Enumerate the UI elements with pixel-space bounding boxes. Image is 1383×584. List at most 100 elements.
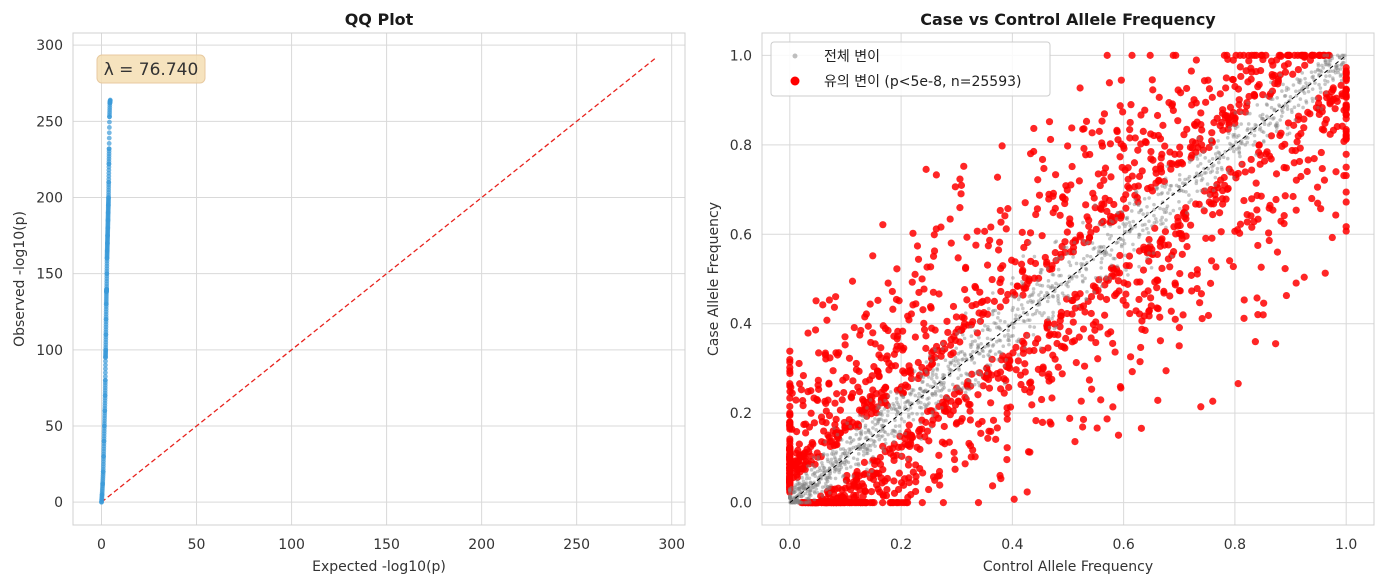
af-all-point bbox=[1099, 244, 1103, 249]
af-all-point bbox=[1070, 276, 1074, 281]
af-all-point bbox=[827, 466, 832, 471]
qq-x-tick-labels: 0 50 100 150 200 250 300 bbox=[97, 537, 685, 553]
af-all-point bbox=[910, 387, 914, 392]
af-all-point bbox=[1137, 264, 1141, 269]
af-all-point bbox=[797, 500, 802, 505]
af-all-point bbox=[933, 348, 938, 353]
af-all-point bbox=[794, 489, 798, 493]
af-significant-point bbox=[1188, 287, 1196, 295]
af-significant-point bbox=[929, 288, 937, 296]
af-all-point bbox=[1053, 286, 1057, 291]
af-all-point bbox=[1163, 185, 1167, 189]
af-all-point bbox=[1269, 97, 1273, 101]
af-significant-point bbox=[1262, 150, 1270, 158]
af-significant-point bbox=[1096, 181, 1104, 190]
af-all-point bbox=[873, 444, 877, 448]
af-significant-point bbox=[1182, 204, 1190, 212]
af-all-point bbox=[804, 500, 808, 505]
af-all-point bbox=[1187, 193, 1191, 197]
af-all-point bbox=[1187, 160, 1192, 164]
af-all-point bbox=[921, 390, 926, 394]
af-significant-point bbox=[809, 440, 817, 448]
af-all-point bbox=[926, 375, 931, 379]
af-all-point bbox=[936, 399, 941, 404]
af-all-point bbox=[822, 470, 827, 474]
af-all-point bbox=[1001, 344, 1006, 348]
af-significant-point bbox=[1256, 151, 1265, 159]
af-all-point bbox=[826, 484, 830, 489]
af-significant-point bbox=[977, 429, 985, 437]
af-significant-point bbox=[1243, 98, 1251, 107]
af-significant-point bbox=[972, 241, 980, 249]
af-significant-point bbox=[1338, 122, 1346, 130]
af-all-point bbox=[925, 383, 930, 387]
af-all-point bbox=[996, 357, 1000, 362]
af-all-point bbox=[1010, 308, 1015, 312]
af-all-point bbox=[1216, 160, 1221, 165]
af-all-point bbox=[1042, 311, 1046, 315]
af-all-point bbox=[873, 439, 877, 444]
af-all-point bbox=[1285, 104, 1290, 108]
af-significant-point bbox=[1009, 288, 1017, 296]
qq-point bbox=[106, 195, 111, 200]
af-all-point bbox=[1054, 325, 1059, 330]
af-significant-point bbox=[859, 395, 867, 404]
af-all-point bbox=[1074, 261, 1079, 266]
af-all-point bbox=[1045, 299, 1050, 304]
af-significant-point bbox=[855, 387, 864, 396]
qq-point bbox=[106, 135, 112, 141]
af-significant-point bbox=[1075, 333, 1083, 341]
qq-point bbox=[104, 248, 110, 254]
af-all-point bbox=[832, 469, 837, 474]
af-all-point bbox=[930, 413, 935, 418]
af-all-point bbox=[854, 445, 858, 449]
af-significant-point bbox=[1342, 188, 1350, 196]
af-all-point bbox=[935, 366, 939, 371]
af-significant-point bbox=[997, 287, 1005, 296]
af-all-point bbox=[1011, 276, 1015, 280]
af-significant-point bbox=[856, 331, 864, 339]
af-all-point bbox=[847, 450, 852, 454]
af-significant-point bbox=[1082, 117, 1091, 125]
af-all-point bbox=[920, 380, 925, 385]
af-significant-point bbox=[1155, 177, 1163, 185]
af-all-point bbox=[825, 478, 829, 482]
af-significant-point bbox=[1282, 164, 1290, 172]
af-significant-point bbox=[1119, 108, 1127, 116]
af-all-point bbox=[881, 419, 886, 423]
af-all-point bbox=[988, 363, 993, 367]
af-significant-point bbox=[1013, 282, 1021, 290]
af-significant-point bbox=[929, 347, 938, 355]
af-all-point bbox=[879, 423, 884, 428]
af-all-point bbox=[825, 457, 830, 462]
af-significant-point bbox=[1254, 311, 1262, 319]
af-significant-point bbox=[860, 458, 869, 467]
af-all-point bbox=[923, 369, 928, 373]
af-significant-point bbox=[949, 302, 958, 311]
af-all-point bbox=[851, 474, 855, 478]
af-all-point bbox=[1258, 114, 1262, 118]
af-all-point bbox=[896, 402, 900, 407]
af-all-point bbox=[1031, 299, 1036, 304]
af-significant-point bbox=[1207, 257, 1216, 265]
af-all-point bbox=[1269, 105, 1274, 110]
af-all-point bbox=[988, 328, 992, 332]
af-significant-point bbox=[1054, 363, 1062, 371]
af-significant-point bbox=[1149, 86, 1157, 94]
af-all-point bbox=[994, 321, 998, 326]
af-significant-point bbox=[1018, 337, 1026, 345]
af-significant-point bbox=[1025, 347, 1034, 355]
af-significant-point bbox=[988, 275, 996, 284]
af-significant-point bbox=[838, 396, 846, 404]
af-significant-point bbox=[968, 370, 976, 378]
af-all-point bbox=[1223, 149, 1228, 154]
af-all-point bbox=[1199, 178, 1204, 183]
af-all-point bbox=[1096, 251, 1101, 255]
af-all-point bbox=[851, 445, 856, 450]
af-all-point bbox=[813, 484, 818, 488]
af-all-point bbox=[829, 483, 833, 488]
qq-point bbox=[106, 130, 112, 136]
af-significant-point bbox=[801, 499, 810, 507]
af-significant-point bbox=[847, 394, 856, 402]
af-significant-point bbox=[1260, 157, 1269, 165]
